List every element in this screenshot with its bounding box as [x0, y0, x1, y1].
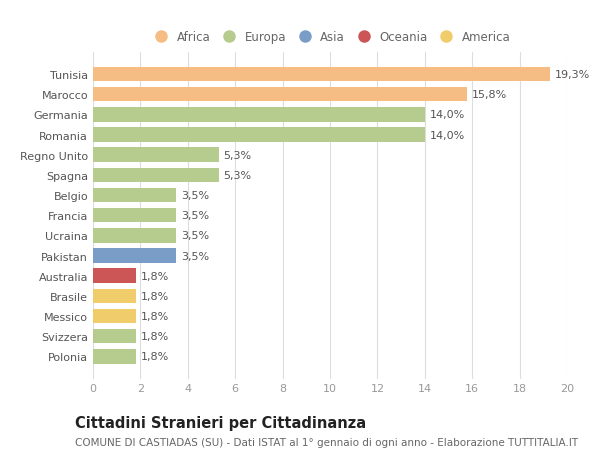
Text: 3,5%: 3,5% [181, 211, 209, 221]
Legend: Africa, Europa, Asia, Oceania, America: Africa, Europa, Asia, Oceania, America [145, 26, 515, 49]
Text: 14,0%: 14,0% [430, 110, 465, 120]
Bar [93, 168, 218, 183]
Bar [93, 108, 425, 123]
Bar [93, 249, 176, 263]
Text: 3,5%: 3,5% [181, 190, 209, 201]
Text: 1,8%: 1,8% [140, 291, 169, 301]
Text: 1,8%: 1,8% [140, 271, 169, 281]
Bar [93, 208, 176, 223]
Text: 14,0%: 14,0% [430, 130, 465, 140]
Bar [93, 309, 136, 324]
Bar [93, 88, 467, 102]
Text: 1,8%: 1,8% [140, 311, 169, 321]
Text: 5,3%: 5,3% [223, 170, 251, 180]
Bar [93, 188, 176, 203]
Text: Cittadini Stranieri per Cittadinanza: Cittadini Stranieri per Cittadinanza [75, 415, 366, 431]
Bar [93, 229, 176, 243]
Bar [93, 67, 550, 82]
Bar [93, 329, 136, 344]
Text: 1,8%: 1,8% [140, 331, 169, 341]
Text: 5,3%: 5,3% [223, 151, 251, 160]
Text: 3,5%: 3,5% [181, 231, 209, 241]
Text: COMUNE DI CASTIADAS (SU) - Dati ISTAT al 1° gennaio di ogni anno - Elaborazione : COMUNE DI CASTIADAS (SU) - Dati ISTAT al… [75, 437, 578, 447]
Bar [93, 289, 136, 303]
Bar [93, 349, 136, 364]
Text: 3,5%: 3,5% [181, 251, 209, 261]
Bar [93, 269, 136, 283]
Text: 15,8%: 15,8% [472, 90, 508, 100]
Bar [93, 128, 425, 142]
Text: 1,8%: 1,8% [140, 352, 169, 362]
Text: 19,3%: 19,3% [555, 70, 590, 80]
Bar [93, 148, 218, 162]
